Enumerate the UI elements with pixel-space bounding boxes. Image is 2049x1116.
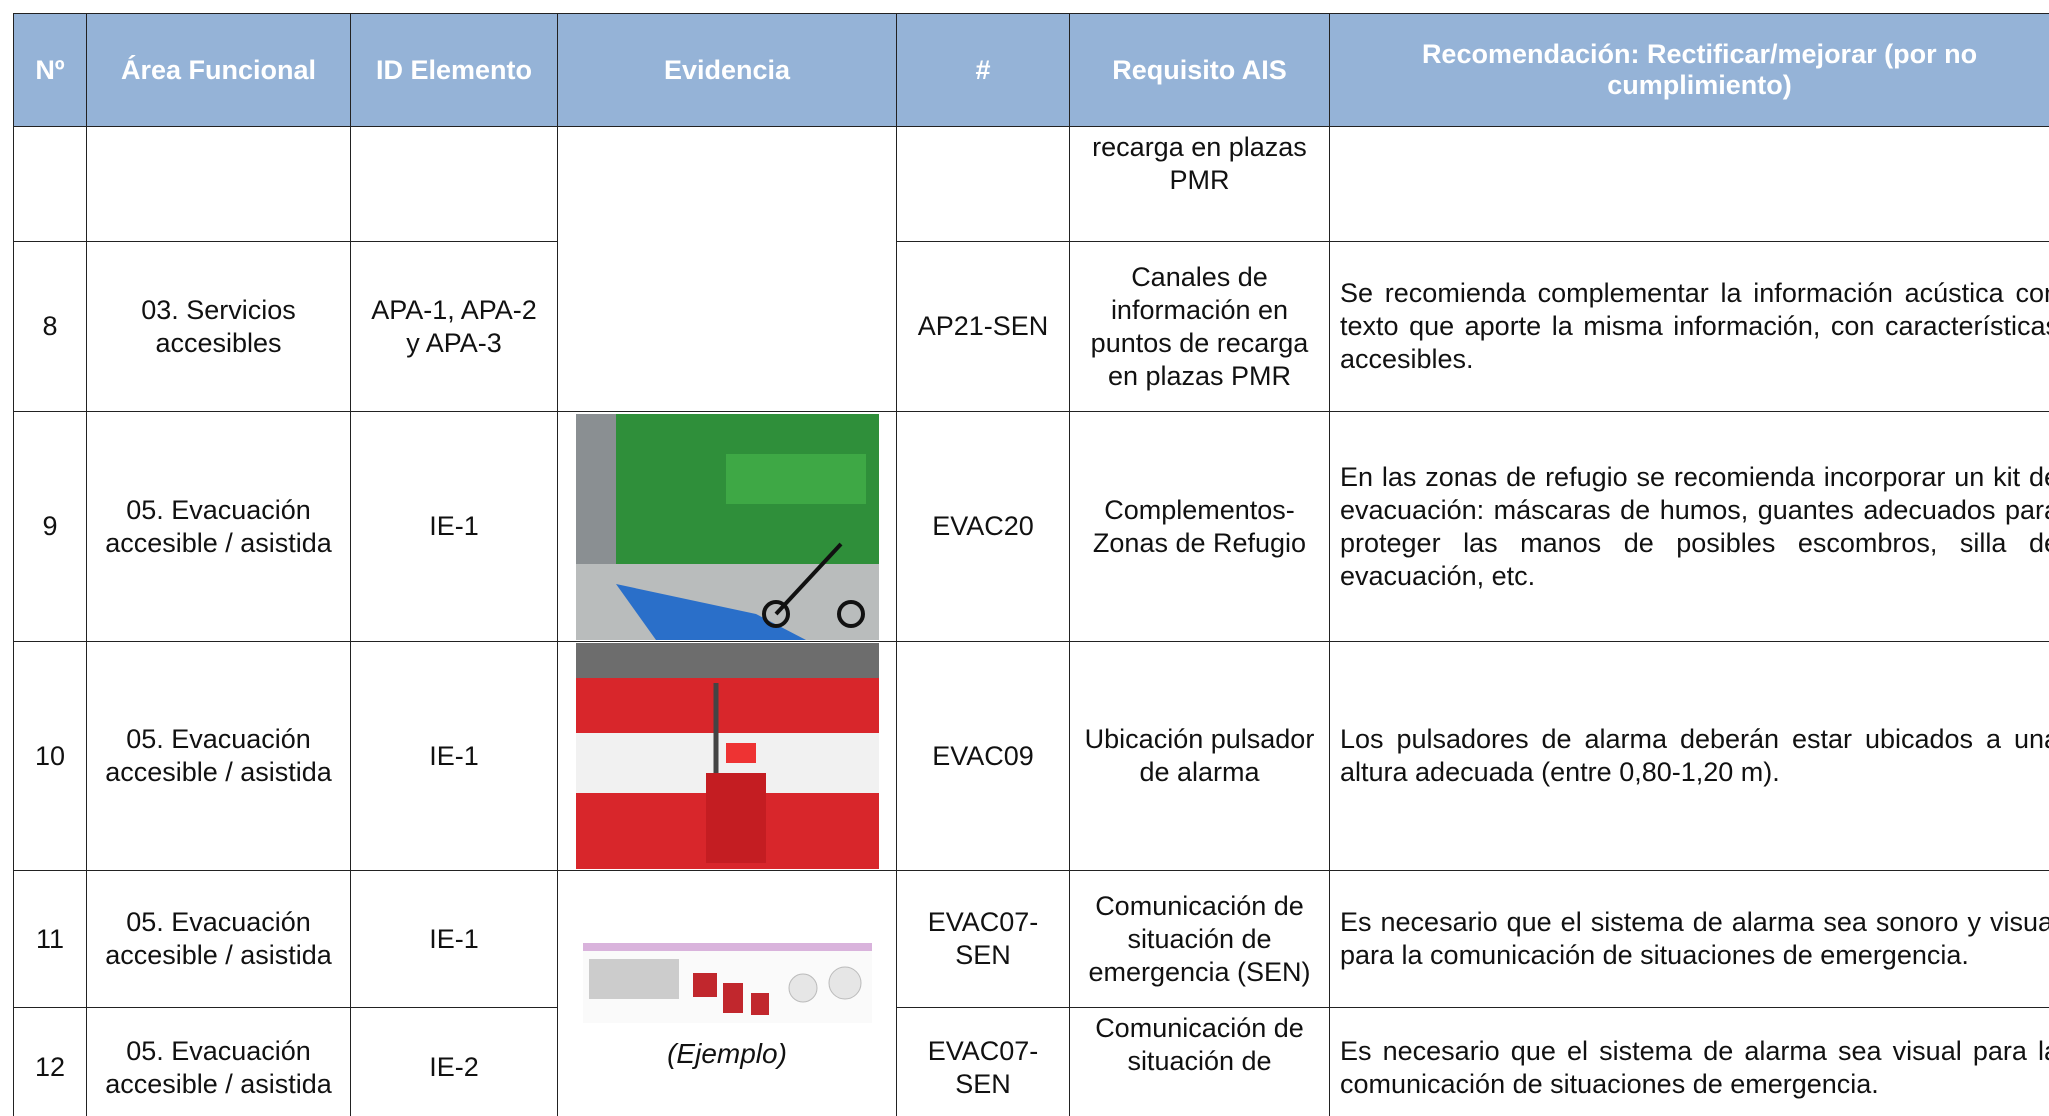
cell: recarga en plazas PMR [1069,126,1330,242]
cell: Los pulsadores de alarma deberán estar u… [1329,641,2049,871]
header-cell: Evidencia [557,13,897,127]
cell [896,126,1070,242]
cell: EVAC07-SEN [896,870,1070,1008]
cell: 8 [13,241,87,412]
cell: 03. Servicios accesibles [86,241,351,412]
evidence-cell [557,641,897,871]
cell: Canales de información en puntos de reca… [1069,241,1330,412]
cell [86,126,351,242]
cell: 05. Evacuación accesible / asistida [86,1007,351,1116]
header-cell: Área Funcional [86,13,351,127]
row: 8 03. Servicios accesibles APA-1, APA-2 y … [13,241,2049,412]
cell: 10 [13,641,87,871]
cell: EVAC09 [896,641,1070,871]
cell: EVAC07-SEN [896,1007,1070,1116]
cell: En las zonas de refugio se recomienda in… [1329,411,2049,642]
cell: Es necesario que el sistema de alarma se… [1329,1007,2049,1116]
evidence-photo [575,643,879,869]
cell: 9 [13,411,87,642]
cell: Comunicación de situación de emergencia … [1069,870,1330,1008]
cell: 05. Evacuación accesible / asistida [86,411,351,642]
row: 12 05. Evacuación accesible / asistida IE-… [13,1007,2049,1116]
row: recarga en plazas PMR [13,126,2049,412]
cell [13,126,87,242]
cell: 05. Evacuación accesible / asistida [86,641,351,871]
cell: IE-2 [350,1007,558,1116]
row: 9 05. Evacuación accesible / asistida IE-1… [13,411,2049,642]
cell: AP21-SEN [896,241,1070,412]
row: 11 05. Evacuación accesible / asistida IE-… [13,870,2049,1116]
evidence-cell: (Ejemplo) [557,870,897,1116]
cell [350,126,558,242]
cell: Se recomienda complementar la informació… [1329,241,2049,412]
header-cell: Recomendación: Rectificar/mejorar (por n… [1329,13,2049,127]
evidence-cell [557,411,897,642]
cell [1329,126,2049,242]
cell: Comunicación de situación de [1069,1007,1330,1116]
evidence-photo [575,413,879,640]
cell: IE-1 [350,870,558,1008]
cell: 05. Evacuación accesible / asistida [86,870,351,1008]
cell: EVAC20 [896,411,1070,642]
evidence-cell [557,126,897,412]
cell: APA-1, APA-2 y APA-3 [350,241,558,412]
cell: IE-1 [350,411,558,642]
cell: Complementos-Zonas de Refugio [1069,411,1330,642]
cell: IE-1 [350,641,558,871]
evidence-example [582,943,872,1023]
evidence-caption: (Ejemplo) [667,1038,787,1069]
cell: 12 [13,1007,87,1116]
header-cell: Nº [13,13,87,127]
header-cell: # [896,13,1070,127]
header-row: Nº Área Funcional ID Elemento Evidencia … [13,13,2049,127]
requirements-table: Nº Área Funcional ID Elemento Evidencia … [13,13,2049,1116]
header-cell: ID Elemento [350,13,558,127]
cell: Es necesario que el sistema de alarma se… [1329,870,2049,1008]
cell: 11 [13,870,87,1008]
row: 10 05. Evacuación accesible / asistida IE-… [13,641,2049,871]
header-cell: Requisito AIS [1069,13,1330,127]
cell: Ubicación pulsador de alarma [1069,641,1330,871]
